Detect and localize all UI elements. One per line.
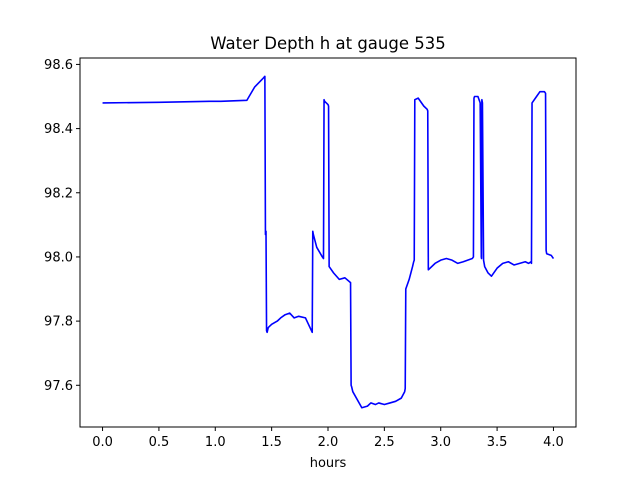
series-line-0 (102, 75, 555, 409)
y-tick-label: 97.8 (44, 315, 73, 330)
x-axis-label: hours (310, 456, 347, 471)
y-tick-label: 98.4 (44, 122, 73, 137)
x-tick-label: 1.5 (261, 435, 282, 450)
y-axis-ticks: 97.6 97.8 98.0 98.2 98.4 98.6 (44, 58, 80, 394)
x-tick-label: 3.5 (487, 435, 508, 450)
x-tick-label: 0.5 (149, 435, 170, 450)
x-tick-label: 4.0 (543, 435, 564, 450)
chart-title: Water Depth h at gauge 535 (210, 34, 445, 53)
plot-frame (79, 57, 577, 428)
x-tick-label: 3.0 (430, 435, 451, 450)
y-tick-label: 98.2 (44, 186, 73, 201)
x-tick-label: 2.0 (318, 435, 339, 450)
plot-content (102, 75, 555, 409)
x-tick-label: 0.0 (92, 435, 113, 450)
y-tick-label: 98.6 (44, 58, 73, 73)
y-tick-label: 98.0 (44, 250, 73, 265)
x-tick-label: 1.0 (205, 435, 226, 450)
x-tick-label: 2.5 (374, 435, 395, 450)
x-axis-ticks: 0.0 0.5 1.0 1.5 2.0 2.5 3.0 3.5 4.0 (92, 427, 564, 450)
y-tick-label: 97.6 (44, 379, 73, 394)
